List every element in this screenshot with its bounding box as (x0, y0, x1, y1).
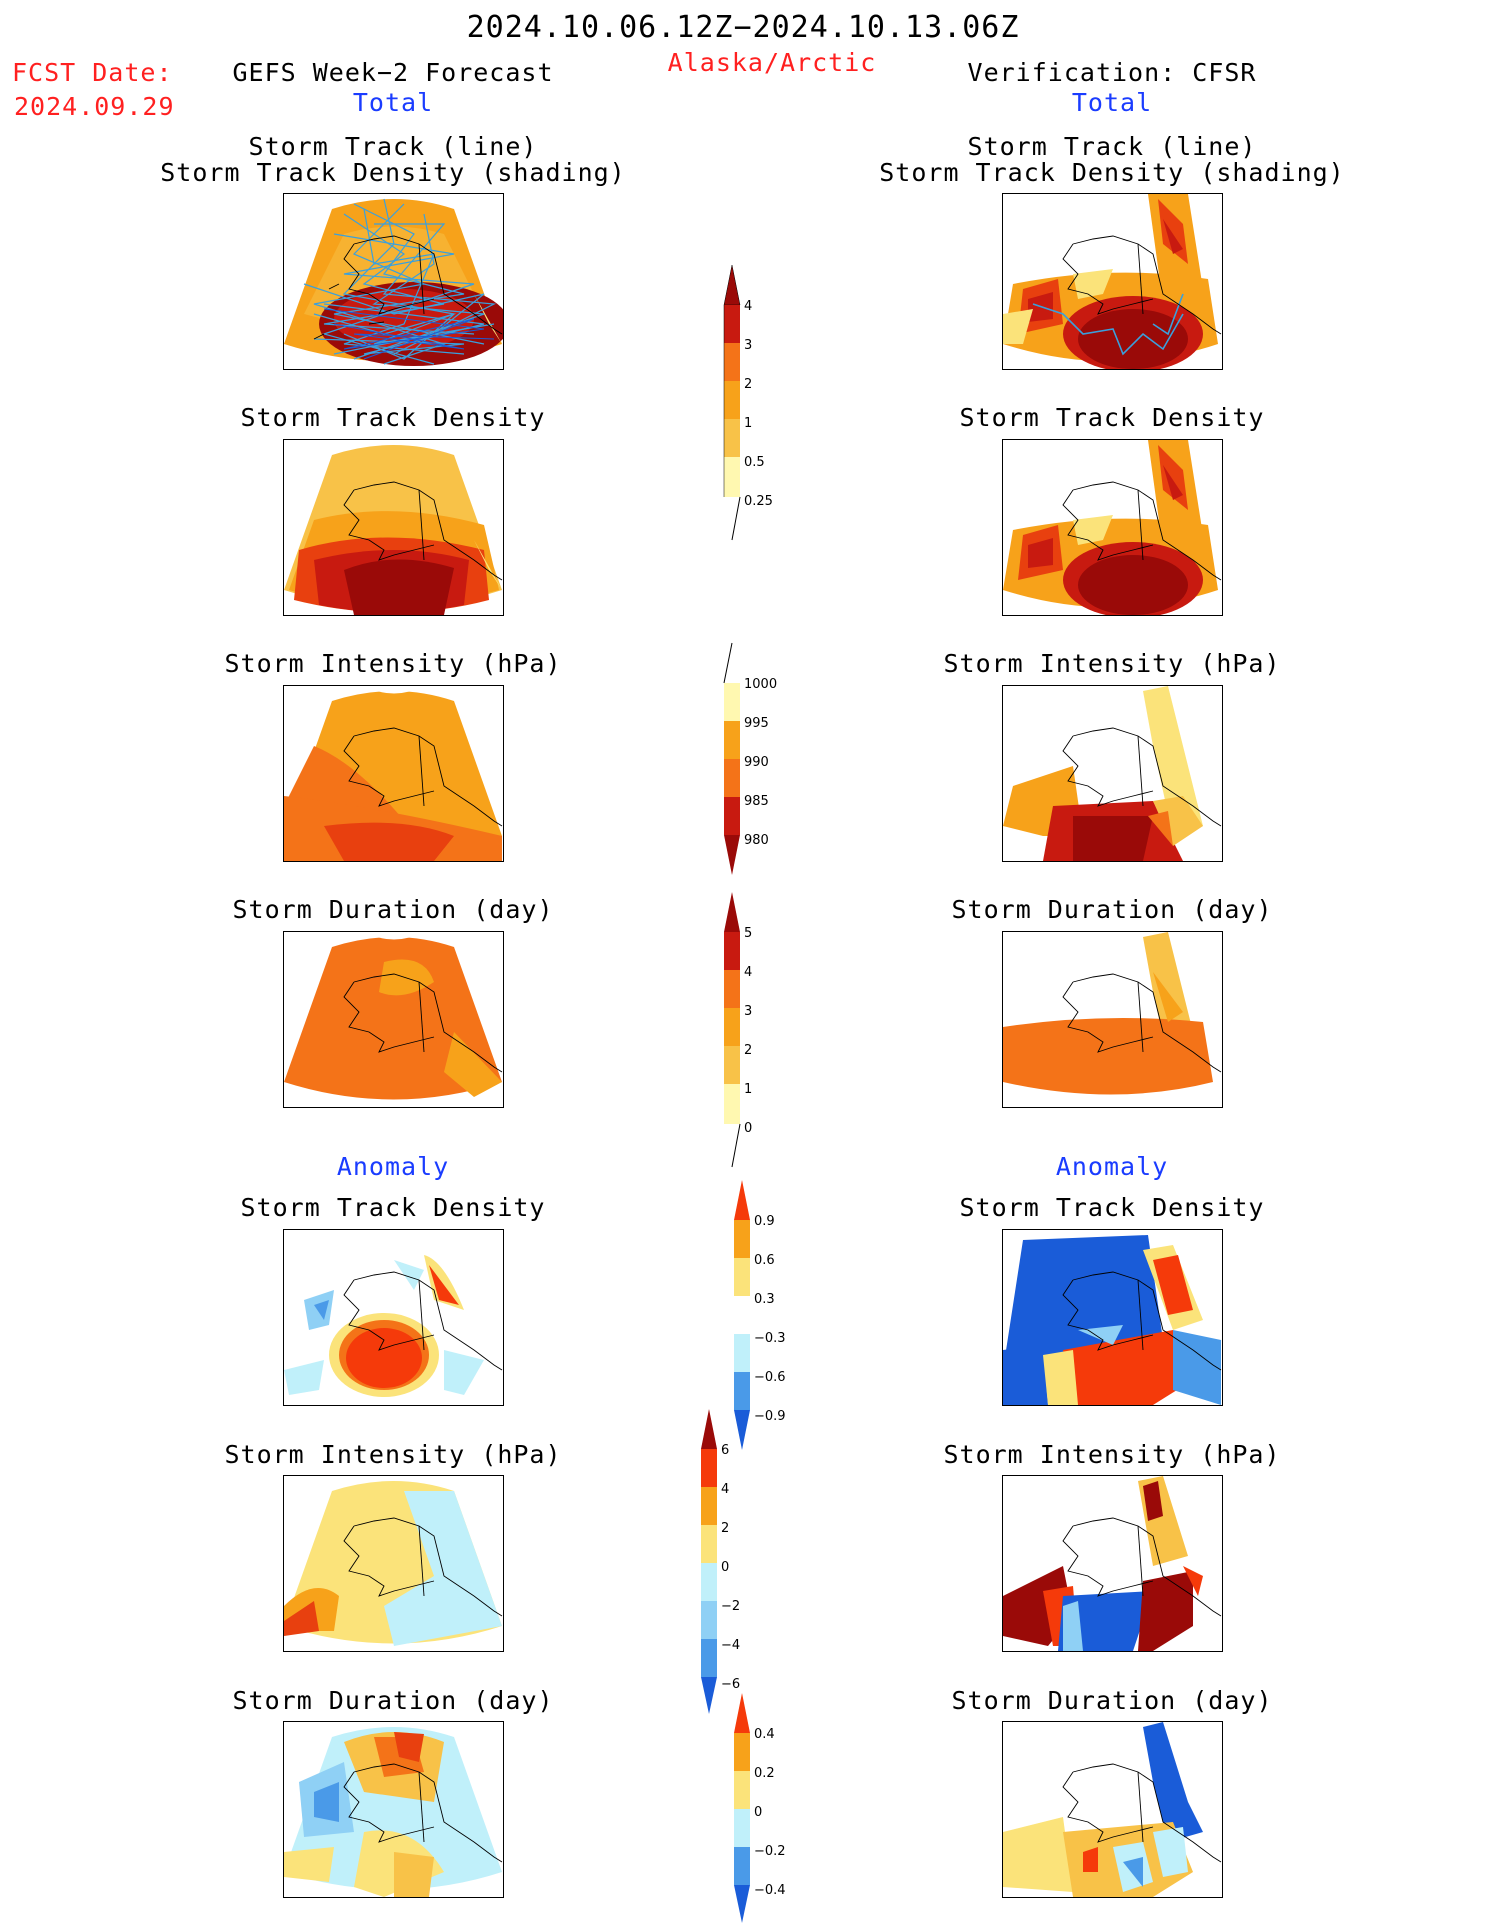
cbar-adu-1: 0.2 (754, 1766, 775, 1781)
cbar-ad-0: 0.9 (754, 1214, 775, 1229)
map-fcst-duration (283, 931, 504, 1108)
colorbar-anom-duration: 0.4 0.2 0 −0.2 −0.4 (734, 1693, 804, 1929)
left-total-label: Total (352, 88, 434, 117)
map-verif-track (1002, 193, 1223, 370)
fcst-date-value: 2024.09.29 (14, 92, 175, 121)
cbar-tdu-5: 0 (744, 1121, 752, 1136)
cbar-ai-1: 4 (721, 1482, 729, 1497)
colorbar-total-intensity: 1000 995 990 985 980 (723, 642, 794, 887)
cbar-td-3: 1 (744, 416, 752, 431)
cbar-adu-4: −0.4 (754, 1883, 786, 1898)
right-duration-title: Storm Duration (day) (951, 895, 1273, 924)
left-intensity-title: Storm Intensity (hPa) (224, 649, 562, 678)
right-track-shading-title: Storm Track Density (shading) (879, 158, 1345, 187)
left-density-title: Storm Track Density (240, 403, 546, 432)
right-anom-intensity-title: Storm Intensity (hPa) (943, 1440, 1281, 1469)
right-intensity-title: Storm Intensity (hPa) (943, 649, 1281, 678)
left-track-line-title: Storm Track (line) (248, 132, 538, 161)
map-verif-duration (1002, 931, 1223, 1108)
cbar-ti-0: 1000 (744, 677, 777, 692)
cbar-adu-2: 0 (754, 1805, 762, 1820)
map-verif-density (1002, 439, 1223, 616)
right-density-title: Storm Track Density (959, 403, 1265, 432)
cbar-tdu-2: 3 (744, 1004, 752, 1019)
map-verif-anom-duration (1002, 1721, 1223, 1898)
cbar-ti-4: 980 (744, 833, 769, 848)
colorbar-total-duration: 5 4 3 2 1 0 (724, 892, 784, 1176)
cbar-ad-5: −0.9 (754, 1409, 786, 1424)
cbar-ai-0: 6 (721, 1443, 729, 1458)
cbar-td-5: 0.25 (744, 494, 773, 509)
cbar-ai-3: 0 (721, 1560, 729, 1575)
colorbar-total-density: 4 3 2 1 0.5 0.25 (723, 264, 784, 549)
left-duration-title: Storm Duration (day) (232, 895, 554, 924)
map-verif-intensity (1002, 685, 1223, 862)
cbar-ai-4: −2 (721, 1599, 740, 1614)
cbar-ti-2: 990 (744, 755, 769, 770)
cbar-td-4: 0.5 (744, 455, 765, 470)
colorbar-anom-intensity: 6 4 2 0 −2 −4 −6 (701, 1409, 771, 1723)
left-anom-intensity-title: Storm Intensity (hPa) (224, 1440, 562, 1469)
cbar-ad-3: −0.3 (754, 1331, 786, 1346)
cbar-adu-3: −0.2 (754, 1844, 786, 1859)
region-label: Alaska/Arctic (667, 48, 877, 77)
cbar-adu-0: 0.4 (754, 1727, 775, 1742)
fcst-date-label: FCST Date: (12, 58, 173, 87)
cbar-ai-6: −6 (721, 1677, 740, 1692)
cbar-ad-2: 0.3 (754, 1292, 775, 1307)
left-column-title: GEFS Week−2 Forecast (232, 58, 554, 87)
cbar-ad-4: −0.6 (754, 1370, 786, 1385)
cbar-ai-5: −4 (721, 1638, 740, 1653)
cbar-ti-1: 995 (744, 716, 769, 731)
cbar-ad-1: 0.6 (754, 1253, 775, 1268)
map-verif-anom-density (1002, 1229, 1223, 1406)
cbar-ai-2: 2 (721, 1521, 729, 1536)
period-title: 2024.10.06.12Z−2024.10.13.06Z (466, 10, 1020, 45)
right-anom-density-title: Storm Track Density (959, 1193, 1265, 1222)
left-anom-duration-title: Storm Duration (day) (232, 1686, 554, 1715)
map-fcst-track (283, 193, 504, 370)
cbar-tdu-4: 1 (744, 1082, 752, 1097)
cbar-tdu-3: 2 (744, 1043, 752, 1058)
map-verif-anom-intensity (1002, 1475, 1223, 1652)
cbar-tdu-1: 4 (744, 965, 752, 980)
map-fcst-density (283, 439, 504, 616)
colorbar-anom-density: 0.9 0.6 0.3 −0.3 −0.6 −0.9 (734, 1180, 804, 1464)
map-fcst-anom-density (283, 1229, 504, 1406)
right-total-label: Total (1071, 88, 1153, 117)
right-track-line-title: Storm Track (line) (967, 132, 1257, 161)
right-anom-duration-title: Storm Duration (day) (951, 1686, 1273, 1715)
cbar-tdu-0: 5 (744, 926, 752, 941)
cbar-td-1: 3 (744, 338, 752, 353)
right-anomaly-label: Anomaly (1055, 1152, 1169, 1181)
map-fcst-intensity (283, 685, 504, 862)
map-fcst-anom-duration (283, 1721, 504, 1898)
left-anomaly-label: Anomaly (336, 1152, 450, 1181)
map-fcst-anom-intensity (283, 1475, 504, 1652)
cbar-td-2: 2 (744, 377, 752, 392)
left-track-shading-title: Storm Track Density (shading) (160, 158, 626, 187)
cbar-td-0: 4 (744, 299, 752, 314)
right-column-title: Verification: CFSR (967, 58, 1257, 87)
cbar-ti-3: 985 (744, 794, 769, 809)
left-anom-density-title: Storm Track Density (240, 1193, 546, 1222)
